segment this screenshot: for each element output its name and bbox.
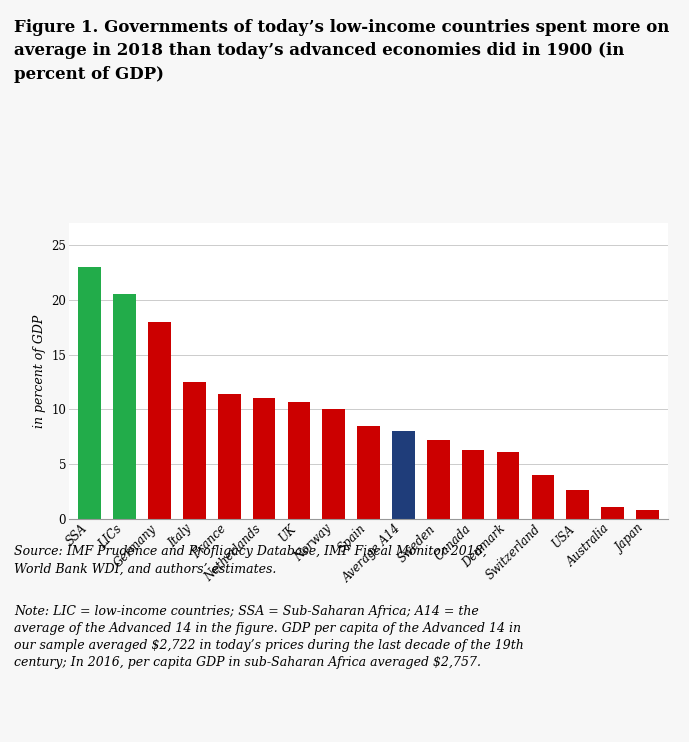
Bar bbox=[462, 450, 484, 519]
Bar bbox=[531, 476, 554, 519]
Bar bbox=[79, 266, 101, 519]
Bar bbox=[218, 394, 240, 519]
Text: Source: IMF Prudence and Profligacy Database, IMF Fiscal Monitor 2018,
World Ban: Source: IMF Prudence and Profligacy Data… bbox=[14, 545, 486, 575]
Bar bbox=[566, 490, 589, 519]
Bar bbox=[322, 410, 345, 519]
Bar bbox=[392, 431, 415, 519]
Bar bbox=[497, 453, 520, 519]
Text: Note: LIC = low-income countries; SSA = Sub-Saharan Africa; A14 = the
average of: Note: LIC = low-income countries; SSA = … bbox=[14, 605, 524, 669]
Bar bbox=[358, 426, 380, 519]
Bar bbox=[601, 508, 624, 519]
Bar bbox=[636, 510, 659, 519]
Text: Figure 1. Governments of today’s low-income countries spent more on
average in 2: Figure 1. Governments of today’s low-inc… bbox=[14, 19, 669, 82]
Y-axis label: in percent of GDP: in percent of GDP bbox=[32, 315, 45, 427]
Bar bbox=[183, 382, 206, 519]
Bar bbox=[148, 321, 171, 519]
Bar bbox=[287, 401, 310, 519]
Bar bbox=[253, 398, 276, 519]
Bar bbox=[113, 294, 136, 519]
Bar bbox=[427, 440, 450, 519]
